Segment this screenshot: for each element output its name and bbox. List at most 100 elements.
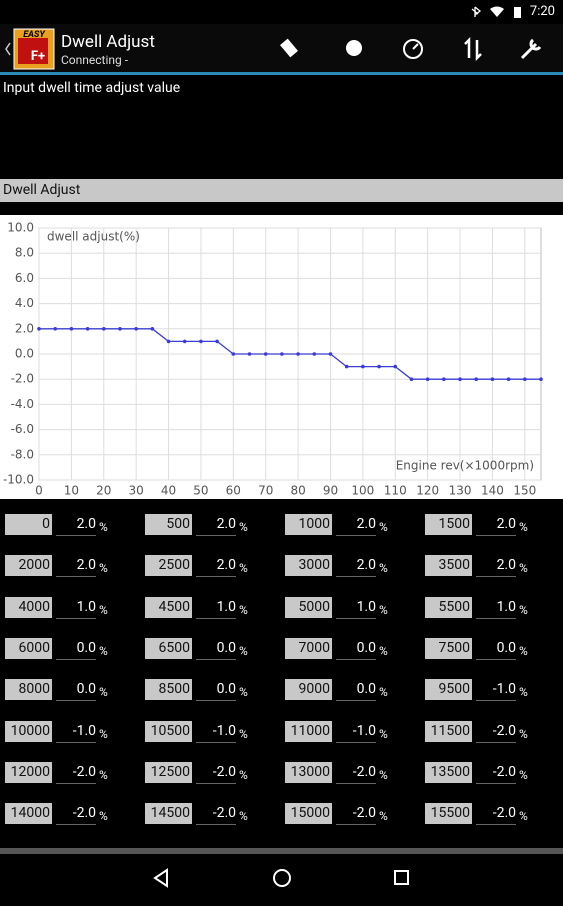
- unit-label: %: [379, 767, 388, 782]
- unit-label: %: [239, 561, 248, 576]
- tool-icon[interactable]: [280, 38, 298, 58]
- y-tick-label: 0.0: [15, 347, 34, 361]
- data-point: [328, 352, 333, 356]
- table-cell: 13500 -2.0%: [420, 760, 560, 786]
- rpm-label: 4000: [5, 596, 52, 618]
- x-tick-label: 40: [161, 484, 176, 498]
- settings-icon[interactable]: [520, 38, 542, 60]
- unit-label: %: [519, 726, 528, 741]
- rpm-label: 12500: [145, 761, 192, 783]
- value-table: 0 2.0% 500 2.0% 1000 2.0% 1500 2.0% 2000 2.0% 2500…: [0, 512, 563, 832]
- rpm-label: 8000: [5, 679, 52, 701]
- value-input[interactable]: 0.0: [196, 638, 236, 660]
- table-cell: 8500 0.0%: [140, 677, 280, 703]
- x-tick-label: 150: [513, 484, 536, 498]
- tool-icon[interactable]: [346, 40, 362, 56]
- data-point: [166, 339, 171, 344]
- unit-label: %: [379, 726, 388, 741]
- table-cell: 12000 -2.0%: [0, 760, 140, 786]
- table-cell: 1500 2.0%: [420, 512, 560, 538]
- value-input[interactable]: 2.0: [196, 514, 236, 536]
- unit-label: %: [379, 809, 388, 824]
- data-point: [53, 327, 57, 331]
- data-point: [247, 352, 252, 356]
- value-input[interactable]: -2.0: [56, 762, 96, 784]
- section-header: Dwell Adjust: [0, 179, 563, 202]
- y-tick-label: -10.0: [3, 473, 34, 487]
- status-bar: 7:20: [0, 0, 563, 24]
- value-input[interactable]: 2.0: [196, 555, 236, 578]
- value-input[interactable]: -1.0: [196, 721, 236, 743]
- value-input[interactable]: -2.0: [476, 803, 516, 826]
- y-tick-label: -4.0: [11, 397, 34, 411]
- transfer-icon[interactable]: [464, 36, 482, 62]
- value-input[interactable]: -1.0: [336, 721, 376, 743]
- rpm-label: 500: [145, 514, 192, 535]
- value-input[interactable]: -2.0: [56, 803, 96, 826]
- value-input[interactable]: -2.0: [336, 803, 376, 826]
- logo-text: EASY: [23, 30, 46, 40]
- value-input[interactable]: 0.0: [56, 679, 96, 702]
- rpm-label: 6000: [5, 637, 52, 659]
- value-input[interactable]: -2.0: [476, 721, 516, 743]
- value-input[interactable]: 1.0: [196, 597, 236, 619]
- unit-label: %: [99, 602, 108, 617]
- value-input[interactable]: -2.0: [196, 762, 236, 784]
- data-point: [37, 327, 41, 331]
- value-input[interactable]: -1.0: [56, 721, 96, 743]
- value-input[interactable]: 0.0: [336, 638, 376, 660]
- value-input[interactable]: 0.0: [196, 679, 236, 702]
- home-button[interactable]: [273, 869, 291, 887]
- data-point: [182, 339, 187, 344]
- data-point: [199, 339, 203, 344]
- table-cell: 7000 0.0%: [280, 636, 420, 662]
- value-input[interactable]: 2.0: [56, 514, 96, 536]
- value-input[interactable]: 1.0: [476, 597, 516, 619]
- data-point: [101, 327, 106, 331]
- rpm-label: 5000: [285, 596, 332, 618]
- value-input[interactable]: -1.0: [476, 679, 516, 702]
- value-input[interactable]: 1.0: [56, 597, 96, 619]
- rpm-label: 9500: [425, 679, 472, 701]
- value-input[interactable]: 0.0: [336, 679, 376, 702]
- value-input[interactable]: 2.0: [336, 555, 376, 578]
- value-input[interactable]: 2.0: [336, 514, 376, 536]
- value-input[interactable]: 2.0: [56, 555, 96, 578]
- unit-label: %: [379, 561, 388, 576]
- rpm-label: 7000: [285, 637, 332, 659]
- data-point: [393, 364, 398, 369]
- data-point: [490, 377, 495, 381]
- table-cell: 1000 2.0%: [280, 512, 420, 538]
- app-title: Dwell Adjust: [61, 32, 155, 52]
- back-button[interactable]: [153, 868, 168, 888]
- gauge-icon[interactable]: [403, 39, 423, 59]
- value-input[interactable]: -2.0: [336, 762, 376, 784]
- y-tick-label: -2.0: [11, 372, 34, 386]
- x-tick-label: 120: [416, 484, 439, 498]
- value-input[interactable]: 0.0: [56, 638, 96, 660]
- value-input[interactable]: 2.0: [476, 555, 516, 578]
- value-input[interactable]: -2.0: [476, 762, 516, 784]
- table-cell: 15000 -2.0%: [280, 801, 420, 827]
- value-input[interactable]: 1.0: [336, 597, 376, 619]
- recents-button[interactable]: [394, 870, 409, 885]
- table-cell: 13000 -2.0%: [280, 760, 420, 786]
- rpm-label: 7500: [425, 637, 472, 659]
- app-logo[interactable]: EASY F+: [2, 28, 56, 70]
- unit-label: %: [239, 602, 248, 617]
- table-cell: 4000 1.0%: [0, 595, 140, 621]
- rpm-label: 15000: [285, 803, 332, 825]
- unit-label: %: [239, 767, 248, 782]
- x-tick-label: 100: [351, 484, 374, 498]
- table-cell: 11000 -1.0%: [280, 719, 420, 745]
- unit-label: %: [379, 685, 388, 700]
- value-input[interactable]: 0.0: [476, 638, 516, 660]
- rpm-label: 8500: [145, 679, 192, 701]
- data-line: [39, 328, 541, 380]
- data-point: [296, 352, 300, 356]
- value-input[interactable]: -2.0: [196, 803, 236, 826]
- table-cell: 9500 -1.0%: [420, 677, 560, 703]
- value-input[interactable]: 2.0: [476, 514, 516, 536]
- rpm-label: 11500: [425, 720, 472, 742]
- data-point: [539, 377, 543, 381]
